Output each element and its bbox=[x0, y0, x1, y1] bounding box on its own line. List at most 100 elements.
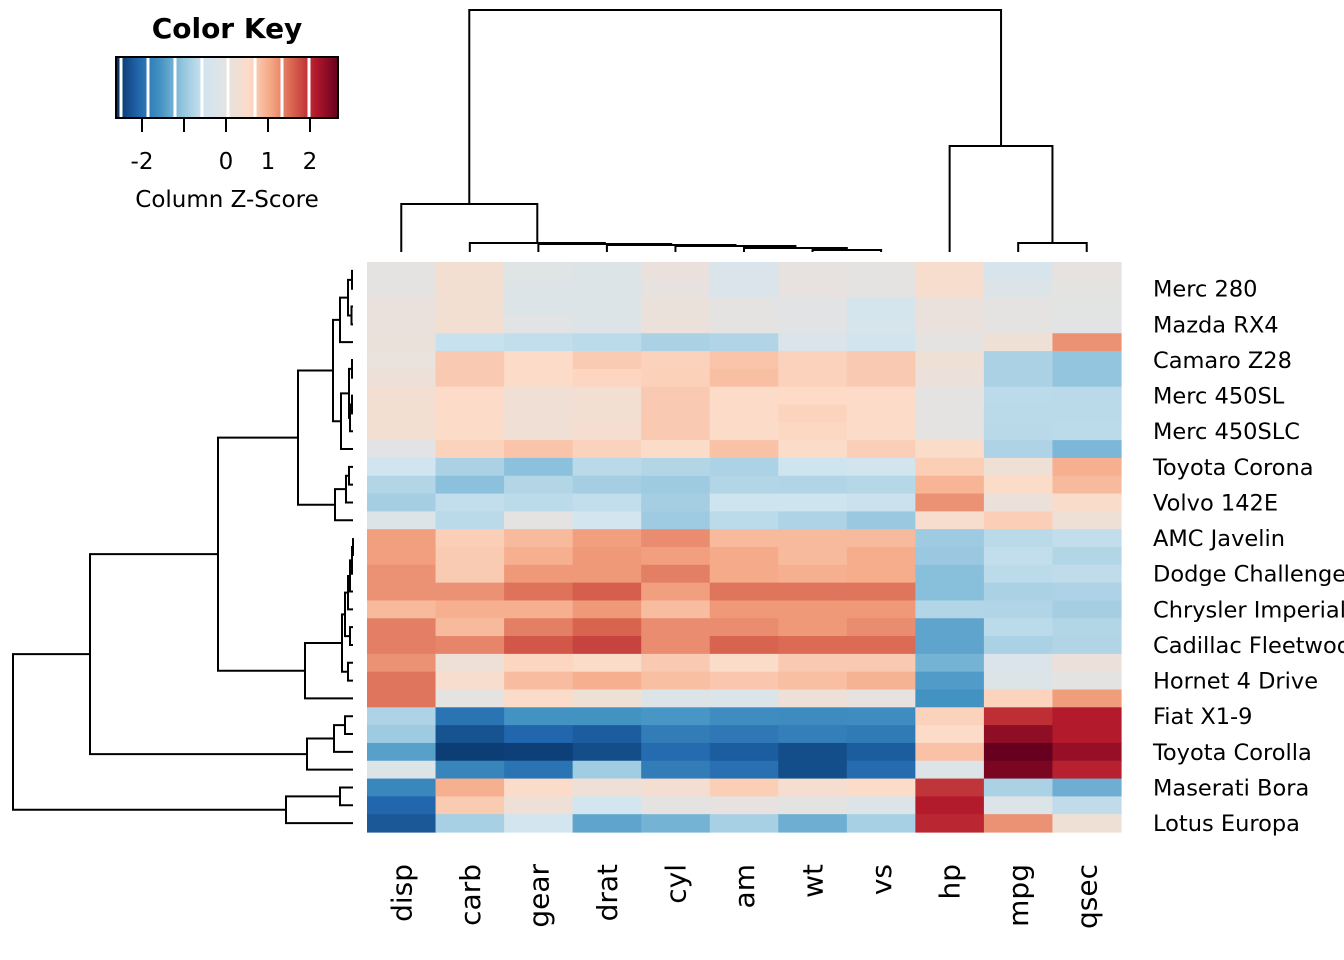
heatmap-cell bbox=[641, 279, 711, 299]
heatmap-cell bbox=[1052, 262, 1122, 281]
heatmap-cell bbox=[778, 564, 848, 584]
heatmap-cell bbox=[1052, 636, 1122, 655]
heatmap-cell bbox=[1052, 547, 1122, 566]
heatmap-cell bbox=[846, 814, 916, 833]
heatmap-cell bbox=[709, 582, 779, 602]
heatmap-cell bbox=[1052, 689, 1122, 708]
heatmap-cell bbox=[504, 315, 574, 334]
heatmap-cell bbox=[367, 422, 437, 441]
heatmap-cell bbox=[846, 725, 916, 744]
heatmap-cell bbox=[641, 262, 711, 281]
heatmap-cell bbox=[709, 636, 779, 655]
heatmap-cell bbox=[709, 529, 779, 548]
heatmap-cell bbox=[915, 653, 985, 673]
heatmap-cell bbox=[504, 725, 574, 744]
heatmap-cell bbox=[915, 475, 985, 495]
heatmap-cell bbox=[915, 457, 985, 477]
heatmap-cell bbox=[435, 600, 505, 619]
heatmap-cell bbox=[435, 333, 505, 352]
heatmap-cell bbox=[1052, 475, 1122, 495]
heatmap-cell bbox=[709, 742, 779, 762]
heatmap-cell bbox=[504, 600, 574, 619]
row-dendrogram-branch bbox=[339, 786, 353, 807]
heatmap-cell bbox=[983, 742, 1054, 762]
heatmap-cell bbox=[709, 386, 779, 406]
heatmap-cell bbox=[641, 814, 711, 833]
color-key-tick-label: 0 bbox=[219, 149, 234, 175]
heatmap-cell bbox=[709, 689, 779, 708]
heatmap-cell bbox=[778, 742, 848, 762]
heatmap-cell bbox=[572, 582, 642, 602]
heatmap-cell bbox=[504, 262, 574, 281]
heatmap-cell bbox=[778, 351, 848, 370]
heatmap-cell bbox=[435, 564, 505, 584]
row-label: Fiat X1-9 bbox=[1153, 704, 1252, 730]
heatmap-cell bbox=[504, 422, 574, 441]
heatmap-cell bbox=[504, 618, 574, 637]
heatmap-cell bbox=[915, 333, 985, 352]
heatmap-cell bbox=[435, 814, 505, 833]
heatmap-cell bbox=[778, 493, 848, 512]
heatmap-cell bbox=[367, 333, 437, 352]
heatmap-cell bbox=[983, 404, 1054, 423]
heatmap-cell bbox=[846, 582, 916, 602]
heatmap-cell bbox=[778, 368, 848, 388]
heatmap-cell bbox=[641, 351, 711, 370]
heatmap-cell bbox=[435, 760, 505, 780]
heatmap-cell bbox=[641, 582, 711, 602]
heatmap-cell bbox=[846, 760, 916, 780]
heatmap-cell bbox=[367, 636, 437, 655]
heatmap-cell bbox=[1052, 618, 1122, 637]
heatmap-cell bbox=[983, 653, 1054, 673]
row-labels: Merc 280 Mazda RX4 Camaro Z28 Merc 450SL Mer… bbox=[1152, 277, 1344, 837]
heatmap-cell bbox=[367, 262, 437, 281]
heatmap-cell bbox=[778, 440, 848, 459]
heatmap-cell bbox=[572, 457, 642, 477]
heatmap-cell bbox=[367, 386, 437, 406]
heatmap-cell bbox=[778, 636, 848, 655]
heatmap-cell bbox=[367, 564, 437, 584]
row-label: Hornet 4 Drive bbox=[1153, 669, 1318, 695]
heatmap-cell bbox=[572, 440, 642, 459]
heatmap-cell bbox=[572, 493, 642, 512]
heatmap-cell bbox=[367, 440, 437, 459]
heatmap-cell bbox=[846, 351, 916, 370]
heatmap-cell bbox=[983, 333, 1054, 352]
row-dendrogram-branch bbox=[285, 795, 353, 825]
heatmap-cell bbox=[1052, 368, 1122, 388]
column-label: am bbox=[728, 864, 761, 908]
heatmap-cell bbox=[435, 511, 505, 530]
row-dendrogram-branch bbox=[333, 724, 353, 753]
heatmap-cell bbox=[641, 796, 711, 815]
column-label: qsec bbox=[1071, 864, 1104, 929]
heatmap-cell bbox=[915, 315, 985, 334]
heatmap-cell bbox=[435, 368, 505, 388]
heatmap-cell bbox=[915, 707, 985, 726]
heatmap-cell bbox=[709, 333, 779, 352]
heatmap-cell bbox=[572, 796, 642, 815]
heatmap-cell bbox=[778, 814, 848, 833]
heatmap-cell bbox=[846, 742, 916, 762]
heatmap-cell bbox=[641, 440, 711, 459]
heatmap-cell bbox=[846, 689, 916, 708]
heatmap-cell bbox=[915, 796, 985, 815]
heatmap-cell bbox=[915, 279, 985, 299]
heatmap-cell bbox=[709, 297, 779, 317]
heatmap-cell bbox=[778, 297, 848, 317]
row-label: AMC Javelin bbox=[1153, 526, 1285, 552]
row-label: Camaro Z28 bbox=[1153, 348, 1292, 374]
heatmap-cell bbox=[572, 315, 642, 334]
heatmap-cell bbox=[778, 422, 848, 441]
heatmap-cell bbox=[504, 778, 574, 797]
heatmap-cell bbox=[1052, 707, 1122, 726]
heatmap-cell bbox=[709, 618, 779, 637]
heatmap-cell bbox=[367, 493, 437, 512]
heatmap-cell bbox=[435, 725, 505, 744]
heatmap-cell bbox=[435, 742, 505, 762]
heatmap-cell bbox=[778, 707, 848, 726]
heatmap-cell bbox=[367, 725, 437, 744]
heatmap-cell bbox=[367, 529, 437, 548]
heatmap-cell bbox=[367, 351, 437, 370]
heatmap-cell bbox=[435, 279, 505, 299]
heatmap-cell bbox=[915, 404, 985, 423]
